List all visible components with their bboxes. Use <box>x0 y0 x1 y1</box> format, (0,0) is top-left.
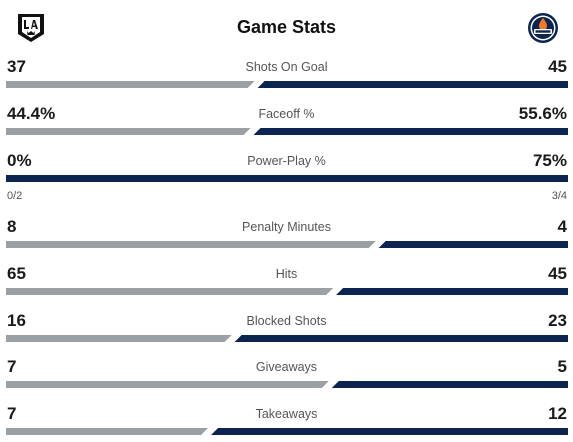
stat-label: Takeaways <box>255 407 318 421</box>
away-bar-segment <box>378 241 568 248</box>
comparison-bar <box>6 81 568 88</box>
away-bar-segment <box>331 381 568 388</box>
stat-row: 7 Giveaways 5 <box>0 357 573 403</box>
away-sub-value: 3/4 <box>551 190 567 202</box>
home-bar-segment <box>6 335 232 342</box>
away-value: 55.6% <box>518 104 567 123</box>
stat-label: Blocked Shots <box>246 314 327 328</box>
stat-row: 44.4% Faceoff % 55.6% <box>0 104 573 150</box>
home-value: 44.4% <box>7 104 56 123</box>
comparison-bar <box>6 175 568 182</box>
comparison-bar <box>6 335 568 342</box>
stat-label: Giveaways <box>255 360 318 374</box>
away-bar-segment <box>253 128 568 135</box>
away-value: 4 <box>557 217 567 236</box>
game-stats-header: Game Stats <box>0 0 573 54</box>
comparison-bar <box>6 428 568 435</box>
home-bar-segment <box>6 81 255 88</box>
home-value: 65 <box>7 264 26 283</box>
home-bar-segment <box>6 128 251 135</box>
page-title: Game Stats <box>236 17 337 37</box>
la-kings-logo-icon <box>18 14 44 42</box>
away-value: 75% <box>532 151 567 170</box>
away-value: 12 <box>548 404 567 423</box>
stat-row: 0% Power-Play % 75% 0/2 3/4 <box>0 151 573 202</box>
stat-label: Faceoff % <box>258 107 315 121</box>
home-bar-segment <box>6 428 209 435</box>
stat-row: 65 Hits 45 <box>0 264 573 310</box>
comparison-bar <box>6 128 568 135</box>
away-value: 45 <box>548 264 567 283</box>
home-bar-segment <box>6 288 334 295</box>
home-value: 7 <box>7 357 17 376</box>
away-value: 23 <box>548 311 567 330</box>
stat-label: Shots On Goal <box>245 60 328 74</box>
comparison-bar <box>6 288 568 295</box>
away-value: 45 <box>548 57 567 76</box>
away-bar-segment <box>211 428 568 435</box>
stat-row: 16 Blocked Shots 23 <box>0 311 573 357</box>
comparison-bar <box>6 381 568 388</box>
home-bar-segment <box>6 241 376 248</box>
home-value: 0% <box>7 151 32 170</box>
stat-row: 7 Takeaways 12 <box>0 404 573 442</box>
edmonton-oilers-logo-icon <box>528 13 558 43</box>
home-bar-segment <box>6 381 329 388</box>
home-sub-value: 0/2 <box>7 190 23 202</box>
comparison-bar <box>6 241 568 248</box>
home-value: 7 <box>7 404 17 423</box>
home-value: 8 <box>7 217 17 236</box>
stat-label: Penalty Minutes <box>242 220 331 234</box>
home-value: 37 <box>7 57 26 76</box>
stat-label: Power-Play % <box>247 154 326 168</box>
away-bar-segment <box>336 288 568 295</box>
away-bar-segment <box>6 175 568 182</box>
home-value: 16 <box>7 311 26 330</box>
away-value: 5 <box>557 357 567 376</box>
stat-row: 37 Shots On Goal 45 <box>0 57 573 103</box>
stat-row: 8 Penalty Minutes 4 <box>0 217 573 263</box>
stat-label: Hits <box>275 267 298 281</box>
away-bar-segment <box>234 335 568 342</box>
away-bar-segment <box>257 81 568 88</box>
